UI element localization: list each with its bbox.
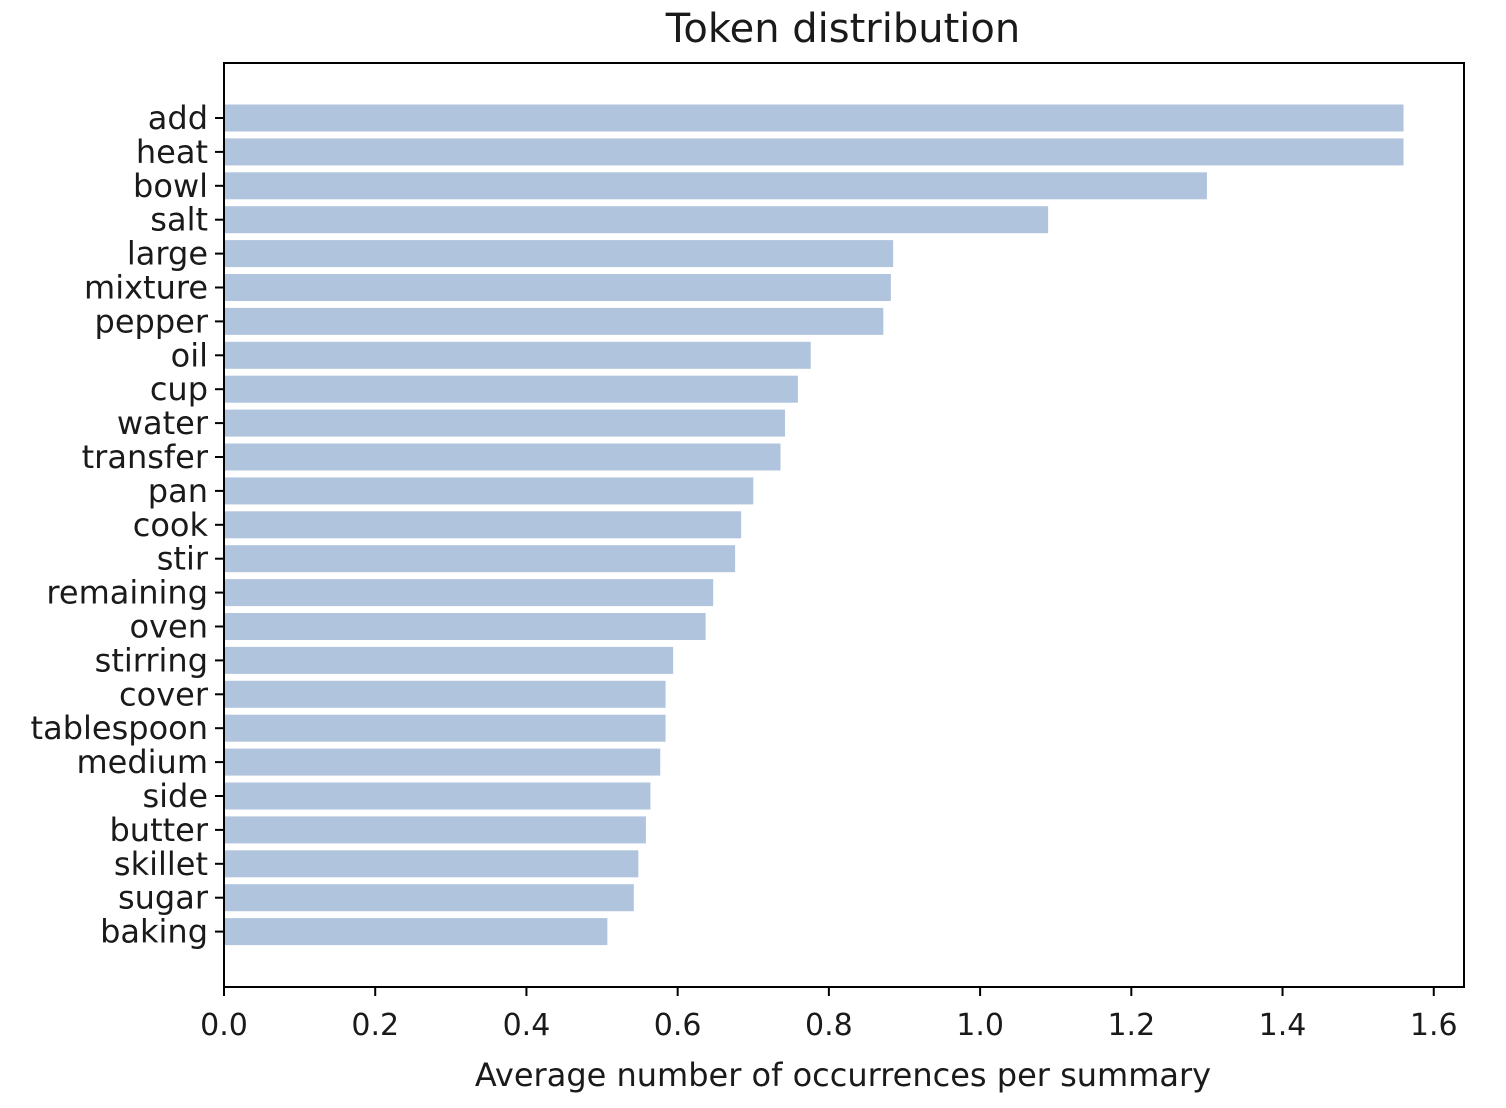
y-tick-label: cover (119, 675, 209, 713)
bar-butter (224, 816, 646, 844)
y-tick-label: stir (157, 540, 209, 578)
bar-bowl (224, 172, 1207, 200)
y-tick-label: salt (150, 201, 208, 239)
x-tick-label: 0.6 (654, 1008, 702, 1043)
x-tick-label: 0.8 (805, 1008, 853, 1043)
x-axis-ticks: 0.0 0.2 0.4 0.6 0.8 1.0 1.2 1.4 1.6 (200, 987, 1458, 1043)
bar-heat (224, 138, 1404, 166)
bar-large (224, 240, 894, 268)
y-tick-label: pepper (95, 302, 209, 340)
bar-sugar (224, 884, 634, 912)
y-tick-label: side (142, 777, 208, 815)
bar-cook (224, 511, 742, 539)
bar-skillet (224, 850, 639, 878)
y-tick-label: sugar (118, 879, 209, 917)
y-tick-label: mixture (84, 269, 208, 307)
x-tick-label: 0.4 (503, 1008, 551, 1043)
y-tick-label: butter (109, 811, 208, 849)
y-tick-label: stirring (95, 641, 208, 679)
y-tick-label: add (148, 99, 208, 137)
bar-baking (224, 918, 608, 946)
bar-side (224, 782, 651, 810)
y-tick-label: large (127, 235, 208, 273)
bars-group (224, 104, 1404, 946)
y-tick-label: cook (133, 506, 209, 544)
bar-medium (224, 748, 661, 776)
y-tick-label: remaining (46, 574, 208, 612)
bar-mixture (224, 274, 891, 301)
bar-transfer (224, 443, 781, 471)
bar-cover (224, 680, 666, 708)
y-tick-label: medium (76, 743, 208, 781)
y-tick-label: heat (136, 133, 208, 171)
bar-water (224, 409, 786, 437)
bar-tablespoon (224, 714, 666, 742)
y-tick-label: transfer (82, 438, 209, 476)
bar-oven (224, 613, 706, 640)
y-tick-label: cup (150, 370, 208, 408)
y-tick-label: baking (100, 913, 208, 951)
y-tick-label: water (117, 404, 209, 442)
x-tick-label: 1.6 (1410, 1008, 1458, 1043)
y-axis-ticks: addheatbowlsaltlargemixturepepperoilcupw… (31, 99, 224, 951)
x-tick-label: 1.0 (956, 1008, 1004, 1043)
bar-pan (224, 477, 754, 505)
plot-frame (223, 62, 1465, 988)
bar-stir (224, 545, 736, 573)
y-tick-label: skillet (114, 845, 208, 883)
x-tick-label: 0.2 (351, 1008, 399, 1043)
y-tick-label: oil (171, 336, 208, 374)
bar-stirring (224, 646, 674, 674)
y-tick-label: pan (148, 472, 208, 510)
bar-oil (224, 341, 811, 369)
chart-title: Token distribution (665, 6, 1020, 52)
y-tick-label: tablespoon (31, 709, 208, 747)
x-axis-label: Average number of occurrences per summar… (475, 1056, 1211, 1094)
x-tick-label: 1.4 (1259, 1008, 1307, 1043)
bar-add (224, 104, 1404, 132)
bar-salt (224, 206, 1049, 234)
bar-cup (224, 375, 798, 403)
y-tick-label: oven (130, 608, 208, 646)
bar-remaining (224, 579, 714, 607)
bar-pepper (224, 307, 884, 335)
x-tick-label: 0.0 (200, 1008, 248, 1043)
x-tick-label: 1.2 (1107, 1008, 1155, 1043)
y-tick-label: bowl (133, 167, 208, 205)
